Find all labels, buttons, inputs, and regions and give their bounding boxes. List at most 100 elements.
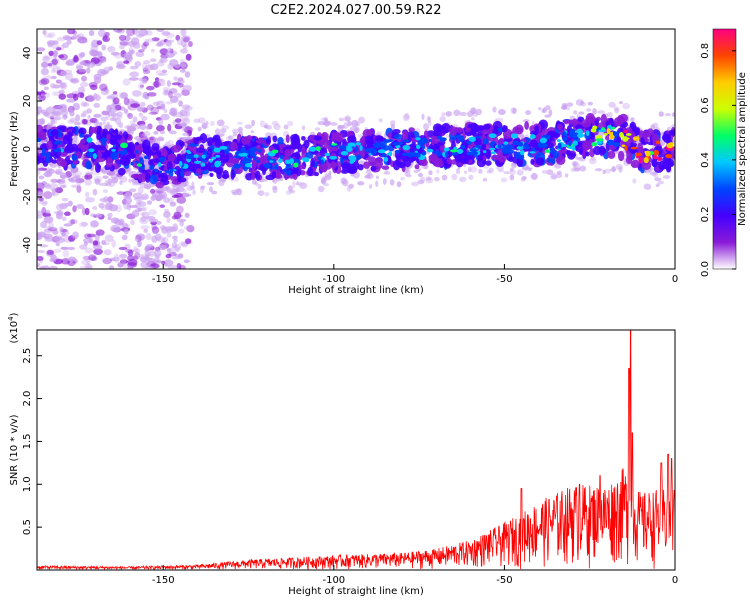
heatmap-cell (105, 157, 114, 168)
heatmap-cell (88, 148, 95, 153)
heatmap-cell (331, 143, 338, 146)
heatmap-cell (516, 169, 524, 176)
heatmap-cell (48, 221, 54, 230)
heatmap-cell (37, 169, 41, 176)
heatmap-cell (396, 181, 402, 188)
heatmap-cell (178, 160, 183, 167)
heatmap-cell (231, 128, 240, 134)
heatmap-cell (395, 154, 403, 160)
heatmap-cell (573, 110, 578, 115)
heatmap-cell (96, 132, 102, 141)
heatmap-cell (50, 57, 60, 66)
heatmap-cell (89, 117, 98, 123)
heatmap-cell (140, 206, 148, 212)
heatmap-cell (363, 161, 371, 169)
heatmap-cell (459, 135, 465, 142)
heatmap-cell (86, 174, 93, 179)
heatmap-cell (601, 127, 605, 131)
heatmap-cell (508, 156, 514, 163)
heatmap-cell (338, 117, 344, 122)
spectrogram-x-ticks: -150 -100 -50 0 (152, 264, 678, 285)
heatmap-cell (150, 106, 160, 115)
heatmap-cell (606, 128, 611, 135)
heatmap-cell (60, 246, 68, 250)
heatmap-cell (516, 127, 523, 133)
heatmap-cell (386, 132, 393, 138)
heatmap-cell (297, 164, 305, 170)
heatmap-cell (516, 145, 525, 150)
heatmap-cell (187, 145, 198, 153)
heatmap-cell (54, 150, 62, 159)
heatmap-cell (166, 247, 172, 253)
heatmap-cell (38, 197, 45, 202)
heatmap-cell (130, 103, 141, 108)
heatmap-cell (145, 232, 152, 241)
heatmap-cell (113, 29, 123, 33)
heatmap-cell (81, 259, 90, 266)
heatmap-cell (64, 211, 71, 217)
heatmap-cell (401, 152, 410, 156)
heatmap-cell (61, 232, 66, 237)
heatmap-cell (143, 130, 151, 137)
heatmap-cell (156, 235, 166, 243)
heatmap-cell (181, 117, 191, 125)
heatmap-cell (577, 116, 585, 122)
heatmap-cell (489, 147, 496, 151)
heatmap-cell (608, 134, 615, 140)
heatmap-cell (624, 145, 628, 151)
heatmap-cell (128, 178, 133, 183)
heatmap-cell (155, 78, 164, 82)
heatmap-cell (40, 221, 47, 229)
heatmap-cell (266, 156, 271, 161)
heatmap-cell (643, 157, 649, 164)
heatmap-cell (105, 112, 111, 120)
heatmap-cell (110, 151, 119, 160)
heatmap-cell (421, 113, 425, 120)
heatmap-cell (657, 157, 663, 162)
heatmap-cell (124, 125, 130, 129)
heatmap-cell (445, 111, 452, 117)
heatmap-cell (151, 37, 160, 42)
heatmap-cell (110, 51, 120, 56)
heatmap-cell (541, 170, 548, 174)
heatmap-cell (241, 136, 251, 145)
heatmap-cell (466, 140, 472, 145)
heatmap-cell (168, 88, 178, 94)
heatmap-cell (657, 180, 665, 185)
heatmap-cell (71, 184, 79, 188)
heatmap-cell (141, 115, 148, 122)
heatmap-cell (51, 68, 56, 74)
heatmap-cell (61, 109, 69, 117)
heatmap-cell (193, 118, 201, 124)
heatmap-cell (86, 257, 91, 266)
heatmap-cell (621, 144, 626, 147)
colorbar-ticks: 0.0 0.2 0.4 0.6 0.8 (700, 43, 736, 277)
heatmap-cell (461, 144, 466, 149)
heatmap-cell (420, 137, 428, 144)
heatmap-cell (240, 152, 248, 157)
heatmap-cell (55, 168, 63, 176)
heatmap-cell (498, 109, 506, 116)
heatmap-cell (330, 160, 337, 170)
heatmap-cell (209, 172, 214, 178)
heatmap-cell (52, 248, 62, 254)
heatmap-cell (87, 115, 91, 119)
heatmap-cell (86, 61, 96, 69)
heatmap-cell (53, 148, 62, 153)
heatmap-cell (519, 150, 525, 156)
heatmap-cell (313, 135, 323, 141)
heatmap-cell (57, 127, 63, 139)
heatmap-cell (558, 148, 569, 155)
heatmap-cell (99, 56, 107, 63)
heatmap-cell (141, 43, 148, 50)
x-tick-label: -50 (496, 274, 512, 285)
heatmap-cell (643, 183, 652, 190)
heatmap-cell (481, 143, 487, 150)
heatmap-cell (359, 144, 363, 152)
heatmap-cell (199, 186, 205, 194)
heatmap-cell (181, 242, 189, 248)
heatmap-cell (587, 101, 594, 106)
heatmap-cell (257, 183, 262, 190)
heatmap-cell (132, 116, 138, 123)
heatmap-cell (441, 112, 446, 117)
